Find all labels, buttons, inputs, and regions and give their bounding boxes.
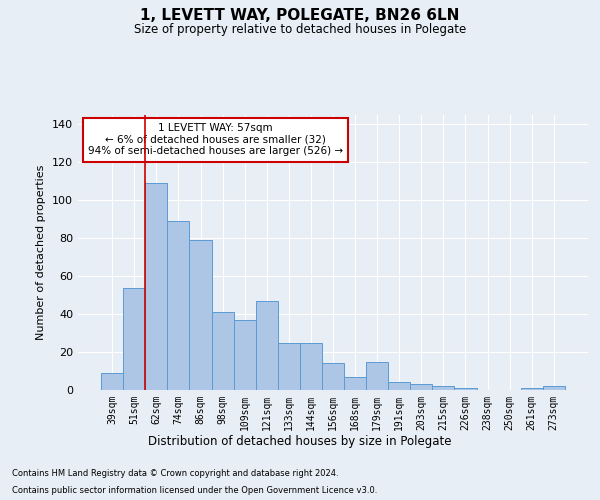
Bar <box>322 364 344 390</box>
Bar <box>101 373 123 390</box>
Bar <box>256 301 278 390</box>
Bar <box>212 312 233 390</box>
Bar <box>167 221 190 390</box>
Text: Contains public sector information licensed under the Open Government Licence v3: Contains public sector information licen… <box>12 486 377 495</box>
Text: Distribution of detached houses by size in Polegate: Distribution of detached houses by size … <box>148 435 452 448</box>
Bar <box>454 388 476 390</box>
Text: 1 LEVETT WAY: 57sqm
← 6% of detached houses are smaller (32)
94% of semi-detache: 1 LEVETT WAY: 57sqm ← 6% of detached hou… <box>88 123 343 156</box>
Y-axis label: Number of detached properties: Number of detached properties <box>37 165 46 340</box>
Bar <box>388 382 410 390</box>
Text: 1, LEVETT WAY, POLEGATE, BN26 6LN: 1, LEVETT WAY, POLEGATE, BN26 6LN <box>140 8 460 22</box>
Bar <box>145 184 167 390</box>
Text: Contains HM Land Registry data © Crown copyright and database right 2024.: Contains HM Land Registry data © Crown c… <box>12 468 338 477</box>
Bar <box>123 288 145 390</box>
Bar <box>366 362 388 390</box>
Bar <box>300 342 322 390</box>
Bar <box>543 386 565 390</box>
Bar <box>410 384 433 390</box>
Bar <box>344 376 366 390</box>
Bar <box>433 386 454 390</box>
Bar <box>233 320 256 390</box>
Bar <box>278 342 300 390</box>
Text: Size of property relative to detached houses in Polegate: Size of property relative to detached ho… <box>134 22 466 36</box>
Bar <box>190 240 212 390</box>
Bar <box>521 388 543 390</box>
